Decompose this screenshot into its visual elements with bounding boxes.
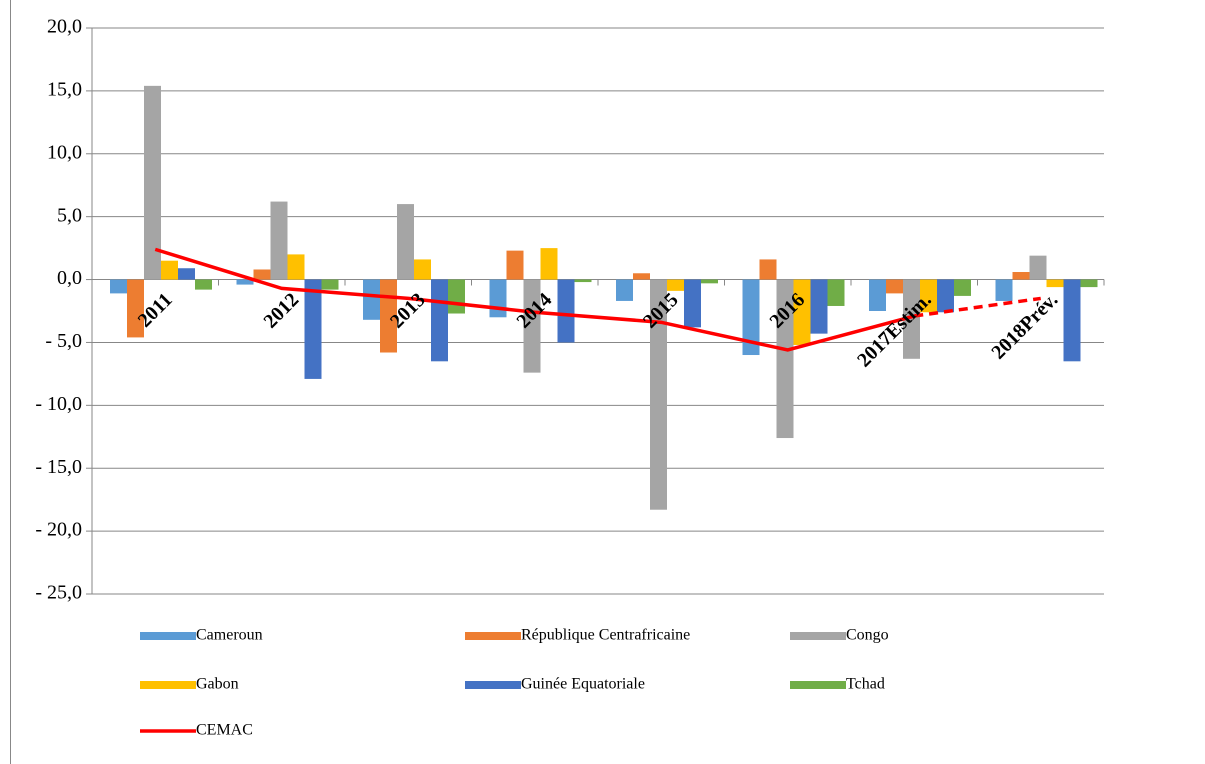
bar: [995, 279, 1013, 301]
bar: [937, 279, 954, 313]
bar: [1080, 279, 1098, 288]
y-tick-label: - 15,0: [35, 456, 82, 478]
bar: [667, 279, 684, 291]
bar: [127, 279, 144, 338]
legend-label: Tchad: [846, 676, 885, 693]
bar: [414, 259, 431, 280]
bar: [236, 279, 254, 285]
bar: [701, 279, 718, 284]
bar: [633, 273, 650, 280]
bar: [253, 269, 271, 280]
legend-label: Congo: [846, 627, 889, 644]
y-tick-label: 10,0: [47, 141, 82, 163]
bar: [161, 260, 178, 280]
legend-swatch: [140, 681, 196, 689]
bar: [574, 279, 592, 283]
bar: [178, 268, 195, 280]
legend-label: Gabon: [196, 676, 239, 693]
bar: [759, 259, 777, 280]
legend-swatch: [790, 632, 846, 640]
legend-swatch: [465, 632, 521, 640]
bar: [287, 254, 305, 280]
bar: [448, 279, 465, 314]
bar: [1012, 272, 1030, 280]
bar: [1046, 279, 1064, 288]
bar: [506, 250, 524, 280]
bar: [776, 279, 794, 439]
bar: [742, 279, 760, 356]
legend-swatch: [465, 681, 521, 689]
y-tick-label: 15,0: [47, 78, 82, 100]
legend-swatch: [790, 681, 846, 689]
y-tick-label: - 5,0: [45, 330, 82, 352]
legend-label: République Centrafricaine: [521, 627, 690, 644]
y-tick-label: - 10,0: [35, 393, 82, 415]
bar: [886, 279, 903, 294]
line-segment-dashed: [914, 296, 1041, 318]
bar: [903, 279, 920, 359]
legend-label: Cameroun: [196, 627, 263, 644]
y-tick-label: - 20,0: [35, 519, 82, 541]
bar: [110, 279, 127, 294]
bar: [304, 279, 322, 379]
bar: [195, 279, 212, 290]
legend-label: Guinée Equatoriale: [521, 676, 645, 693]
y-tick-label: 20,0: [47, 16, 82, 38]
bar: [793, 279, 811, 345]
bar: [489, 279, 507, 318]
bar: [321, 279, 339, 290]
y-tick-label: 5,0: [57, 204, 82, 226]
bar: [523, 279, 541, 373]
bar: [920, 279, 937, 313]
bar: [431, 279, 448, 362]
bar: [810, 279, 828, 334]
y-tick-label: 0,0: [57, 267, 82, 289]
bar: [1063, 279, 1081, 362]
bar: [684, 279, 701, 328]
bar: [540, 248, 558, 280]
bar: [397, 204, 414, 280]
bar: [1029, 255, 1047, 280]
bar: [827, 279, 845, 306]
bar: [650, 279, 667, 510]
bar: [144, 85, 161, 280]
bar: [869, 279, 886, 311]
bar: [270, 201, 288, 280]
legend-label: CEMAC: [196, 722, 253, 739]
y-tick-label: - 25,0: [35, 582, 82, 604]
bar: [954, 279, 971, 296]
bar: [557, 279, 575, 343]
bar: [616, 279, 633, 301]
legend-swatch: [140, 632, 196, 640]
line-series: [154, 247, 915, 352]
bar: [363, 279, 380, 320]
